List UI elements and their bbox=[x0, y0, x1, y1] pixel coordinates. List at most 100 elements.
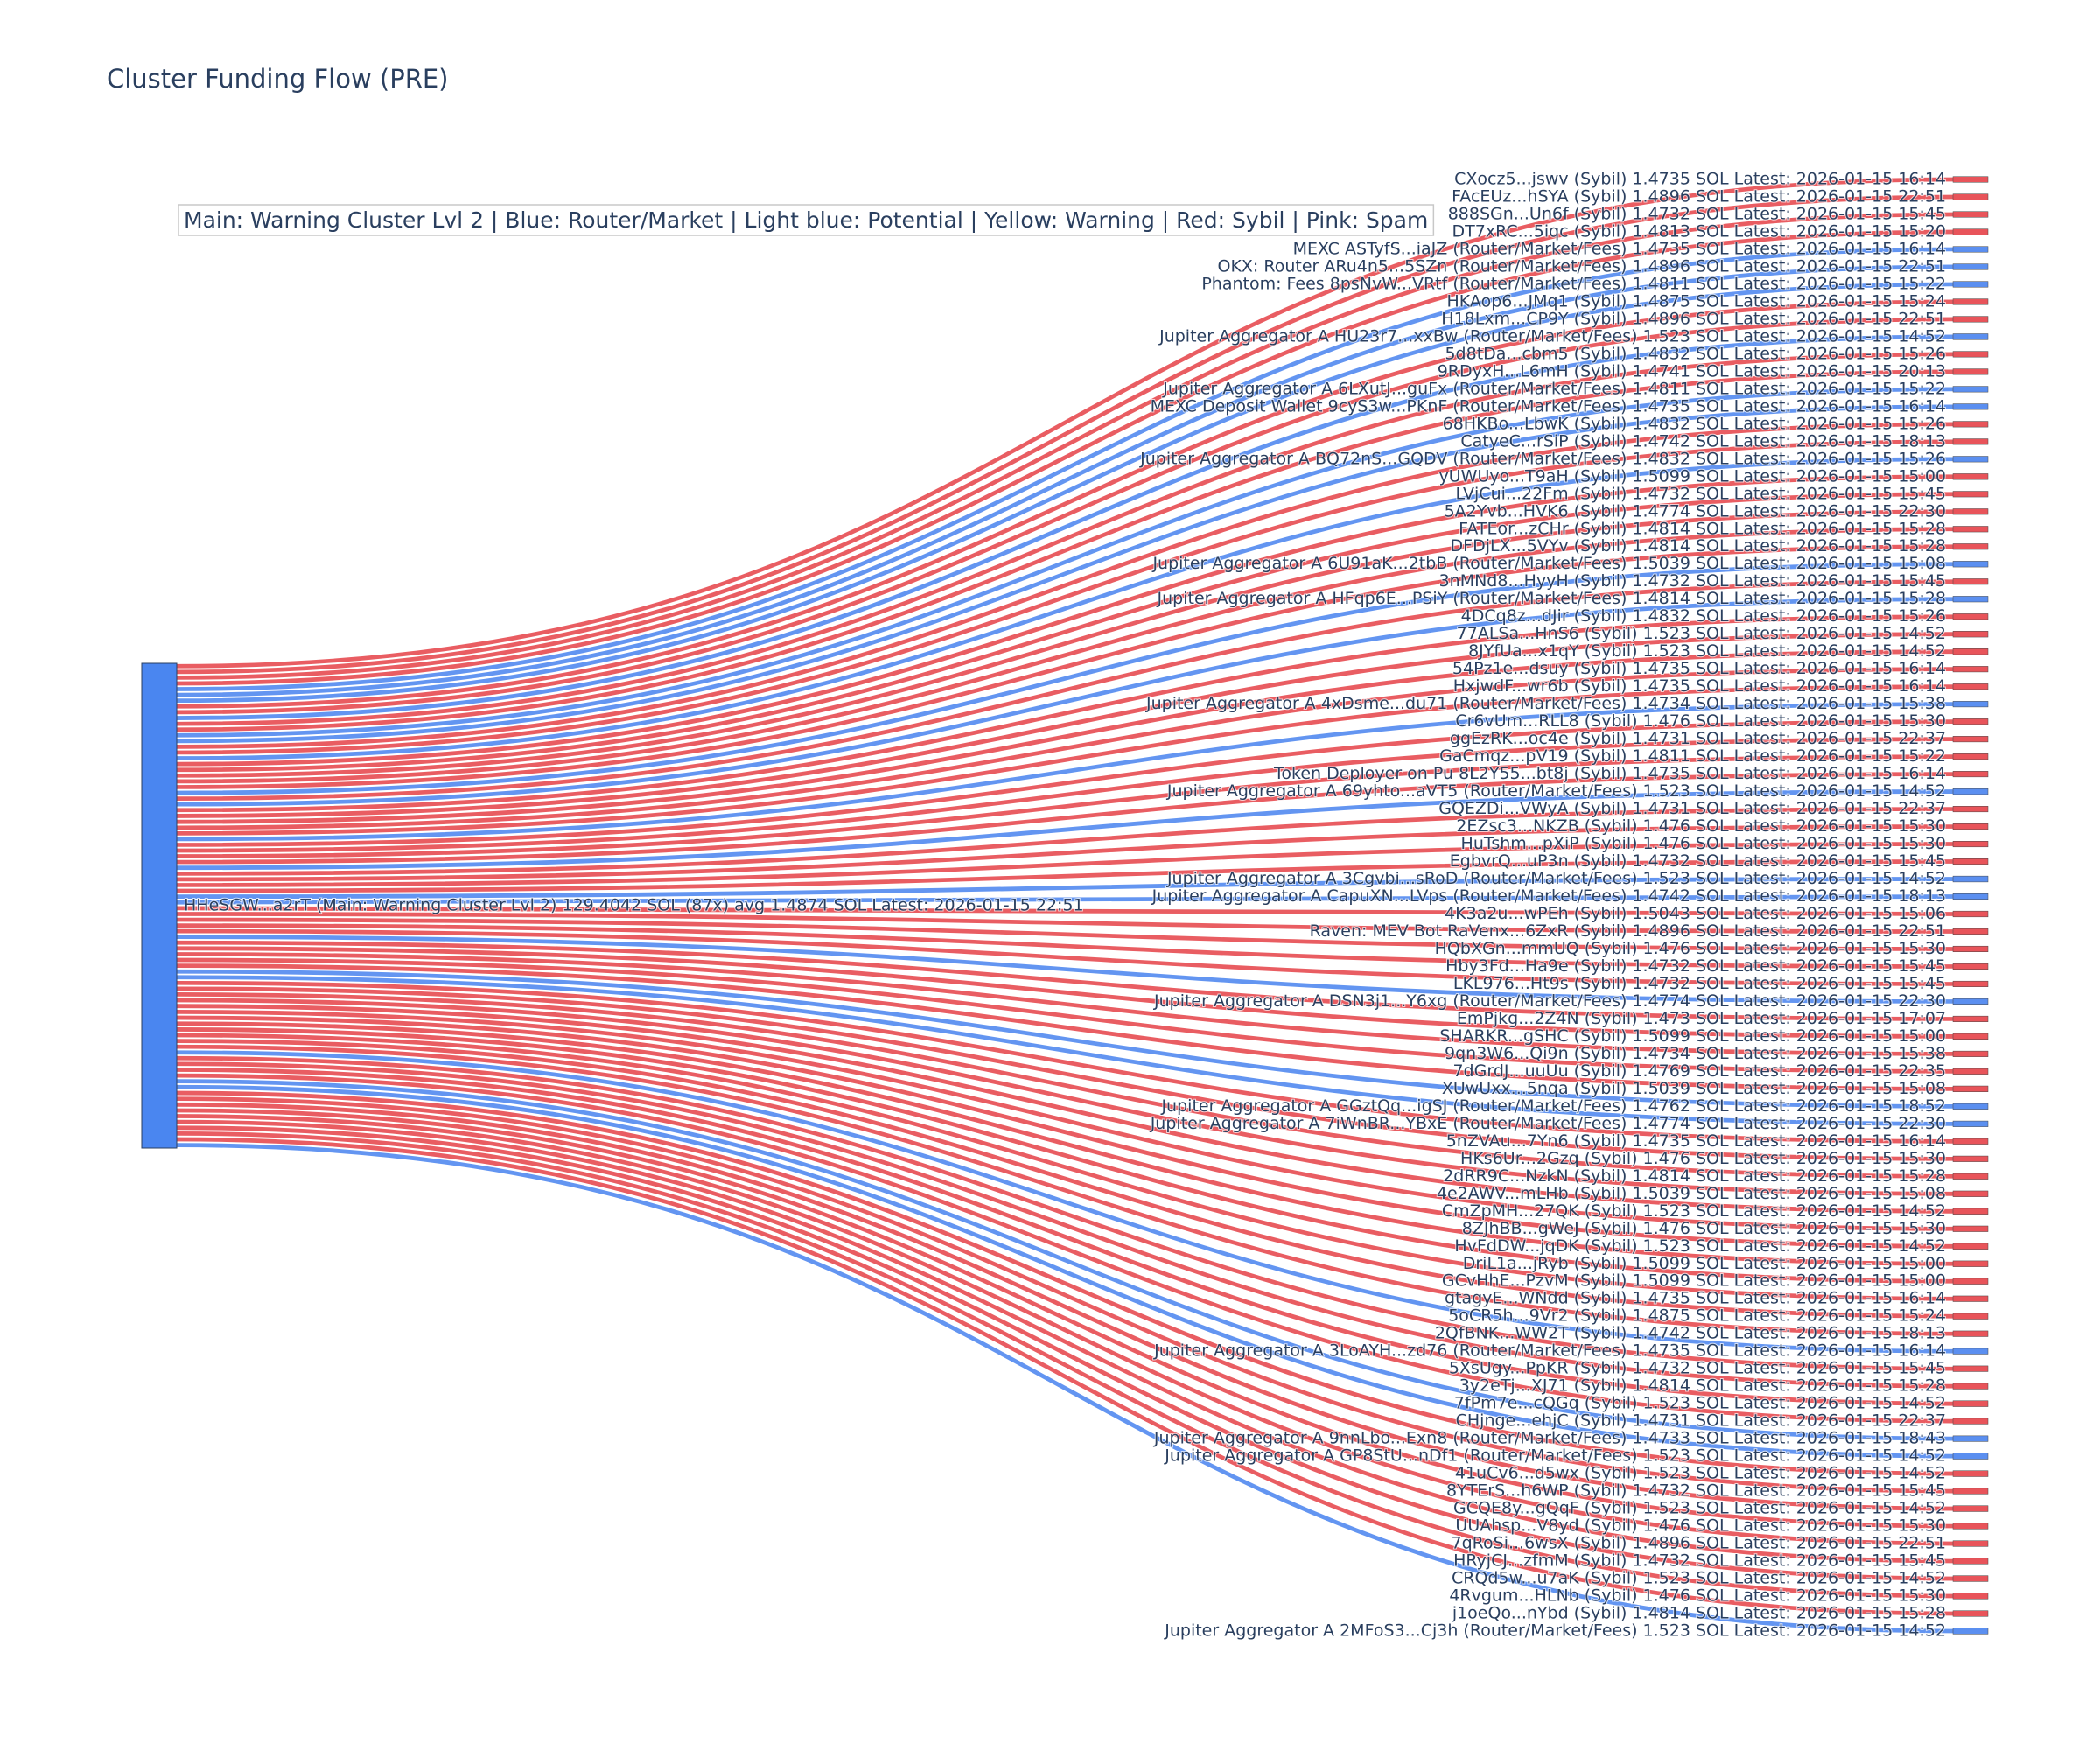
target-label: 41uCv6...d5wx (Sybil) 1.523 SOL Latest: … bbox=[1455, 1464, 1946, 1483]
target-node bbox=[1952, 736, 1989, 743]
target-node bbox=[1952, 298, 1989, 305]
target-label: OKX: Router ARu4n5...5SZn (Router/Market… bbox=[1218, 256, 1947, 276]
target-node bbox=[1952, 753, 1989, 760]
target-node bbox=[1952, 648, 1989, 655]
target-label: CRQd5w...u7aK (Sybil) 1.523 SOL Latest: … bbox=[1452, 1569, 1946, 1588]
target-node bbox=[1952, 1068, 1989, 1074]
link bbox=[176, 1119, 1954, 1564]
target-node bbox=[1952, 1628, 1989, 1634]
target-node bbox=[1952, 1102, 1989, 1110]
target-node bbox=[1952, 1610, 1989, 1617]
target-node bbox=[1952, 1592, 1989, 1600]
target-node bbox=[1952, 1558, 1989, 1564]
target-label: Jupiter Aggregator A GGztQq...igSJ (Rout… bbox=[1160, 1096, 1946, 1116]
link bbox=[176, 1061, 1954, 1389]
source-node bbox=[141, 662, 178, 1149]
target-node bbox=[1952, 1260, 1989, 1267]
link bbox=[176, 667, 1954, 830]
link bbox=[176, 1096, 1954, 1494]
target-node bbox=[1952, 316, 1989, 323]
links bbox=[176, 177, 1954, 1634]
link bbox=[176, 299, 1954, 709]
target-label: DriL1a...jRyb (Sybil) 1.5099 SOL Latest:… bbox=[1463, 1254, 1946, 1273]
link bbox=[176, 737, 1954, 853]
target-label: UUAhsp...V8yd (Sybil) 1.476 SOL Latest: … bbox=[1455, 1516, 1946, 1536]
target-label: yUWUyo...T9aH (Sybil) 1.5099 SOL Latest:… bbox=[1439, 466, 1946, 486]
link bbox=[176, 1021, 1954, 1266]
target-label: Jupiter Aggregator A GP8StU...nDf1 (Rout… bbox=[1164, 1446, 1946, 1466]
link bbox=[176, 859, 1954, 893]
target-node bbox=[1952, 1505, 1989, 1512]
target-node bbox=[1952, 980, 1989, 987]
link bbox=[176, 1137, 1954, 1616]
link bbox=[176, 527, 1954, 784]
target-node bbox=[1952, 788, 1989, 795]
target-label: Jupiter Aggregator A HU23r7...xxBw (Rout… bbox=[1158, 326, 1946, 346]
target-node bbox=[1952, 1138, 1989, 1144]
target-label: 68HKBo...LbwK (Sybil) 1.4832 SOL Latest:… bbox=[1443, 414, 1946, 433]
target-label: 2QfBNK...WW2T (Sybil) 1.4742 SOL Latest:… bbox=[1435, 1324, 1946, 1343]
labels: CXocz5...jswv (Sybil) 1.4735 SOL Latest:… bbox=[183, 169, 1947, 1642]
link bbox=[176, 212, 1954, 680]
link bbox=[176, 992, 1954, 1179]
link bbox=[176, 934, 1954, 1004]
target-node bbox=[1952, 1190, 1989, 1197]
link bbox=[176, 963, 1954, 1091]
link bbox=[176, 317, 1954, 715]
target-label: LVjCui...22Fm (Sybil) 1.4732 SOL Latest:… bbox=[1456, 484, 1946, 503]
link bbox=[176, 229, 1954, 686]
link bbox=[176, 1044, 1954, 1336]
target-label: Jupiter Aggregator A 6LXutJ...guFx (Rout… bbox=[1162, 379, 1946, 398]
target-node bbox=[1952, 543, 1989, 550]
target-label: 9qn3W6...Qi9n (Sybil) 1.4734 SOL Latest:… bbox=[1445, 1044, 1946, 1063]
link bbox=[176, 684, 1954, 836]
target-node bbox=[1952, 1470, 1989, 1477]
target-label: FAcEUz...hSYA (Sybil) 1.4896 SOL Latest:… bbox=[1452, 186, 1946, 206]
link bbox=[176, 579, 1954, 801]
target-label: GaCmqz...pV19 (Sybil) 1.4811 SOL Latest:… bbox=[1439, 746, 1946, 766]
target-label: 7qRoSi...6wsX (Sybil) 1.4896 SOL Latest:… bbox=[1452, 1534, 1946, 1553]
target-label: Jupiter Aggregator A 2MFoS3...Cj3h (Rout… bbox=[1164, 1621, 1946, 1641]
link bbox=[176, 597, 1954, 807]
target-label: DFDjLX...5VYv (Sybil) 1.4814 SOL Latest:… bbox=[1451, 536, 1946, 556]
link bbox=[176, 177, 1954, 668]
target-label: 8JYfUa...x1qY (Sybil) 1.523 SOL Latest: … bbox=[1468, 641, 1946, 661]
target-node bbox=[1952, 403, 1989, 410]
target-label: MEXC ASTyfS...iaJZ (Router/Market/Fees) … bbox=[1293, 239, 1946, 258]
link bbox=[176, 492, 1954, 773]
target-node bbox=[1952, 438, 1989, 445]
target-label: Cr6vUm...RLL8 (Sybil) 1.476 SOL Latest: … bbox=[1455, 711, 1946, 731]
target-node bbox=[1952, 1330, 1989, 1337]
target-label: GQEZDi...VWyA (Sybil) 1.4731 SOL Latest:… bbox=[1438, 799, 1946, 818]
target-label: 5oCR5h...9Vr2 (Sybil) 1.4875 SOL Latest:… bbox=[1448, 1306, 1946, 1326]
link bbox=[176, 975, 1954, 1126]
target-label: HKAop6...JMq1 (Sybil) 1.4875 SOL Latest:… bbox=[1447, 291, 1946, 311]
target-node bbox=[1952, 1085, 1989, 1092]
target-label: Phantom: Fees 8psNvW...VRtf (Router/Mark… bbox=[1201, 274, 1946, 293]
link bbox=[176, 772, 1954, 864]
target-label: CHjnge...ehjC (Sybil) 1.4731 SOL Latest:… bbox=[1456, 1411, 1946, 1431]
target-node bbox=[1952, 368, 1989, 375]
link bbox=[176, 1050, 1954, 1354]
target-label: 7fPm7e...cQGq (Sybil) 1.523 SOL Latest: … bbox=[1454, 1394, 1946, 1413]
link bbox=[176, 980, 1954, 1144]
target-node bbox=[1952, 1032, 1989, 1040]
target-node bbox=[1952, 928, 1989, 935]
target-label: j1oeQo...nYbd (Sybil) 1.4814 SOL Latest:… bbox=[1452, 1604, 1946, 1623]
link bbox=[176, 1125, 1954, 1581]
link bbox=[176, 352, 1954, 726]
target-node bbox=[1952, 962, 1989, 970]
target-label: CmZpMH...27QK (Sybil) 1.523 SOL Latest: … bbox=[1442, 1201, 1946, 1221]
link bbox=[176, 789, 1954, 871]
link bbox=[176, 1039, 1954, 1319]
target-node bbox=[1952, 228, 1989, 235]
link bbox=[176, 998, 1954, 1196]
target-node bbox=[1952, 1522, 1989, 1530]
target-node bbox=[1952, 1172, 1989, 1180]
target-node bbox=[1952, 351, 1989, 358]
target-node bbox=[1952, 1435, 1989, 1442]
target-label: Jupiter Aggregator A 69yhto...aVT5 (Rout… bbox=[1166, 781, 1946, 801]
target-node bbox=[1952, 1575, 1989, 1582]
target-label: GCvHhE...PzvM (Sybil) 1.5099 SOL Latest:… bbox=[1442, 1271, 1946, 1291]
target-node bbox=[1952, 1225, 1989, 1232]
